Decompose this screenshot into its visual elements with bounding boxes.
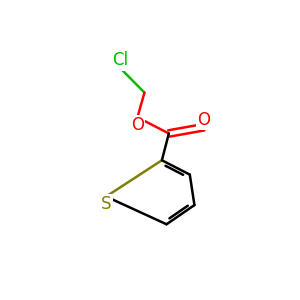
- Text: O: O: [131, 116, 144, 134]
- Text: O: O: [197, 111, 210, 129]
- Text: Cl: Cl: [112, 51, 128, 69]
- Text: S: S: [101, 195, 111, 213]
